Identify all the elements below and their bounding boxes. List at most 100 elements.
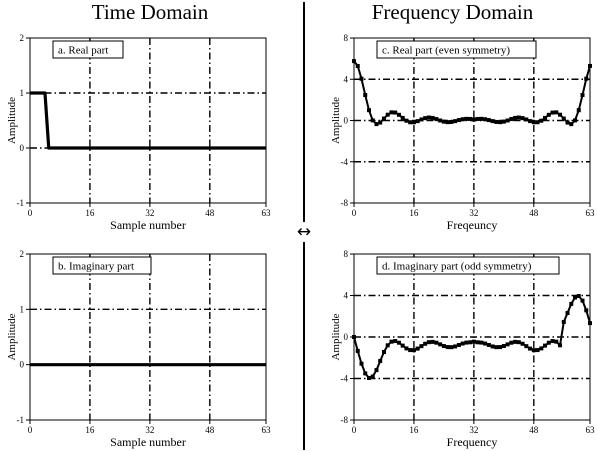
data-point bbox=[573, 295, 578, 300]
data-point bbox=[441, 119, 446, 124]
data-point bbox=[415, 346, 420, 351]
data-point bbox=[580, 93, 585, 98]
data-point bbox=[554, 339, 559, 344]
y-tick-label: -1 bbox=[17, 415, 25, 425]
data-point bbox=[479, 340, 484, 345]
data-point bbox=[423, 341, 428, 346]
data-point bbox=[411, 120, 416, 125]
data-point bbox=[415, 119, 420, 124]
data-point bbox=[550, 110, 555, 115]
x-tick-label: 0 bbox=[28, 208, 33, 218]
chart-title-box bbox=[376, 256, 560, 275]
data-point bbox=[528, 346, 533, 351]
data-point bbox=[456, 118, 461, 123]
x-tick-label: 63 bbox=[586, 425, 596, 435]
data-point bbox=[468, 340, 473, 345]
data-point bbox=[363, 371, 368, 376]
data-point bbox=[393, 339, 398, 344]
data-point bbox=[584, 76, 589, 81]
data-point bbox=[573, 118, 578, 123]
data-point bbox=[524, 344, 529, 349]
data-point bbox=[550, 339, 555, 344]
data-point bbox=[381, 116, 386, 121]
data-point bbox=[501, 119, 506, 124]
y-tick-label: 0 bbox=[344, 116, 349, 126]
y-tick-label: 4 bbox=[344, 74, 349, 84]
x-tick-label: 63 bbox=[586, 208, 596, 218]
data-point bbox=[558, 343, 563, 348]
data-point bbox=[460, 117, 465, 122]
data-point bbox=[366, 375, 371, 380]
plot-frame bbox=[29, 37, 267, 204]
data-point bbox=[520, 116, 525, 121]
data-point bbox=[396, 340, 401, 345]
data-point bbox=[528, 119, 533, 124]
data-point bbox=[516, 115, 521, 120]
data-point bbox=[438, 118, 443, 123]
data-point bbox=[426, 340, 431, 345]
y-tick-label: -8 bbox=[341, 198, 349, 208]
data-point bbox=[483, 341, 488, 346]
data-point bbox=[588, 63, 592, 68]
data-point bbox=[513, 115, 518, 120]
x-tick-label: 48 bbox=[529, 425, 539, 435]
plot-frame bbox=[29, 253, 267, 421]
data-point bbox=[404, 346, 409, 351]
chart-title: b. Imaginary part bbox=[58, 261, 134, 273]
data-point bbox=[389, 339, 394, 344]
data-point bbox=[486, 118, 491, 123]
data-point bbox=[438, 342, 443, 347]
data-point bbox=[449, 345, 454, 350]
data-point bbox=[385, 112, 390, 117]
data-point bbox=[464, 340, 469, 345]
data-point bbox=[546, 340, 551, 345]
data-point bbox=[471, 339, 476, 344]
x-tick-label: 32 bbox=[469, 425, 478, 435]
y-tick-label: 4 bbox=[344, 291, 349, 301]
data-point bbox=[539, 346, 544, 351]
data-point bbox=[475, 340, 480, 345]
data-point bbox=[543, 343, 548, 348]
data-point bbox=[509, 340, 514, 345]
data-point bbox=[359, 361, 364, 366]
data-point bbox=[509, 117, 514, 122]
data-point bbox=[513, 339, 518, 344]
data-point bbox=[524, 117, 529, 122]
data-point bbox=[385, 343, 390, 348]
data-point bbox=[498, 120, 503, 125]
chart-title: c. Real part (even symmetry) bbox=[382, 45, 510, 57]
data-point bbox=[561, 319, 566, 324]
data-point bbox=[396, 112, 401, 117]
data-point bbox=[569, 122, 574, 127]
data-point bbox=[359, 76, 364, 81]
series-line bbox=[30, 91, 266, 150]
data-point bbox=[419, 344, 424, 349]
data-point bbox=[475, 116, 480, 121]
data-point bbox=[561, 116, 566, 121]
y-axis-label: Amplitude bbox=[330, 313, 342, 360]
data-point bbox=[588, 321, 592, 326]
y-axis-label: Amplitude bbox=[6, 97, 18, 144]
x-tick-label: 48 bbox=[205, 208, 215, 218]
data-point bbox=[505, 342, 510, 347]
data-point bbox=[378, 120, 383, 125]
data-point bbox=[576, 108, 581, 113]
data-point bbox=[494, 119, 499, 124]
data-point bbox=[531, 120, 536, 125]
data-point bbox=[505, 118, 510, 123]
data-point bbox=[531, 348, 536, 353]
y-axis-label: Amplitude bbox=[330, 97, 342, 144]
data-point bbox=[363, 93, 368, 98]
data-point bbox=[468, 116, 473, 121]
data-point bbox=[483, 117, 488, 122]
data-point bbox=[408, 120, 413, 125]
data-point bbox=[453, 119, 458, 124]
data-point bbox=[569, 301, 574, 306]
y-tick-label: 8 bbox=[344, 33, 349, 43]
y-axis-label: Amplitude bbox=[6, 313, 18, 360]
data-point bbox=[464, 116, 469, 121]
data-point bbox=[393, 110, 398, 115]
x-tick-label: 0 bbox=[28, 425, 33, 435]
